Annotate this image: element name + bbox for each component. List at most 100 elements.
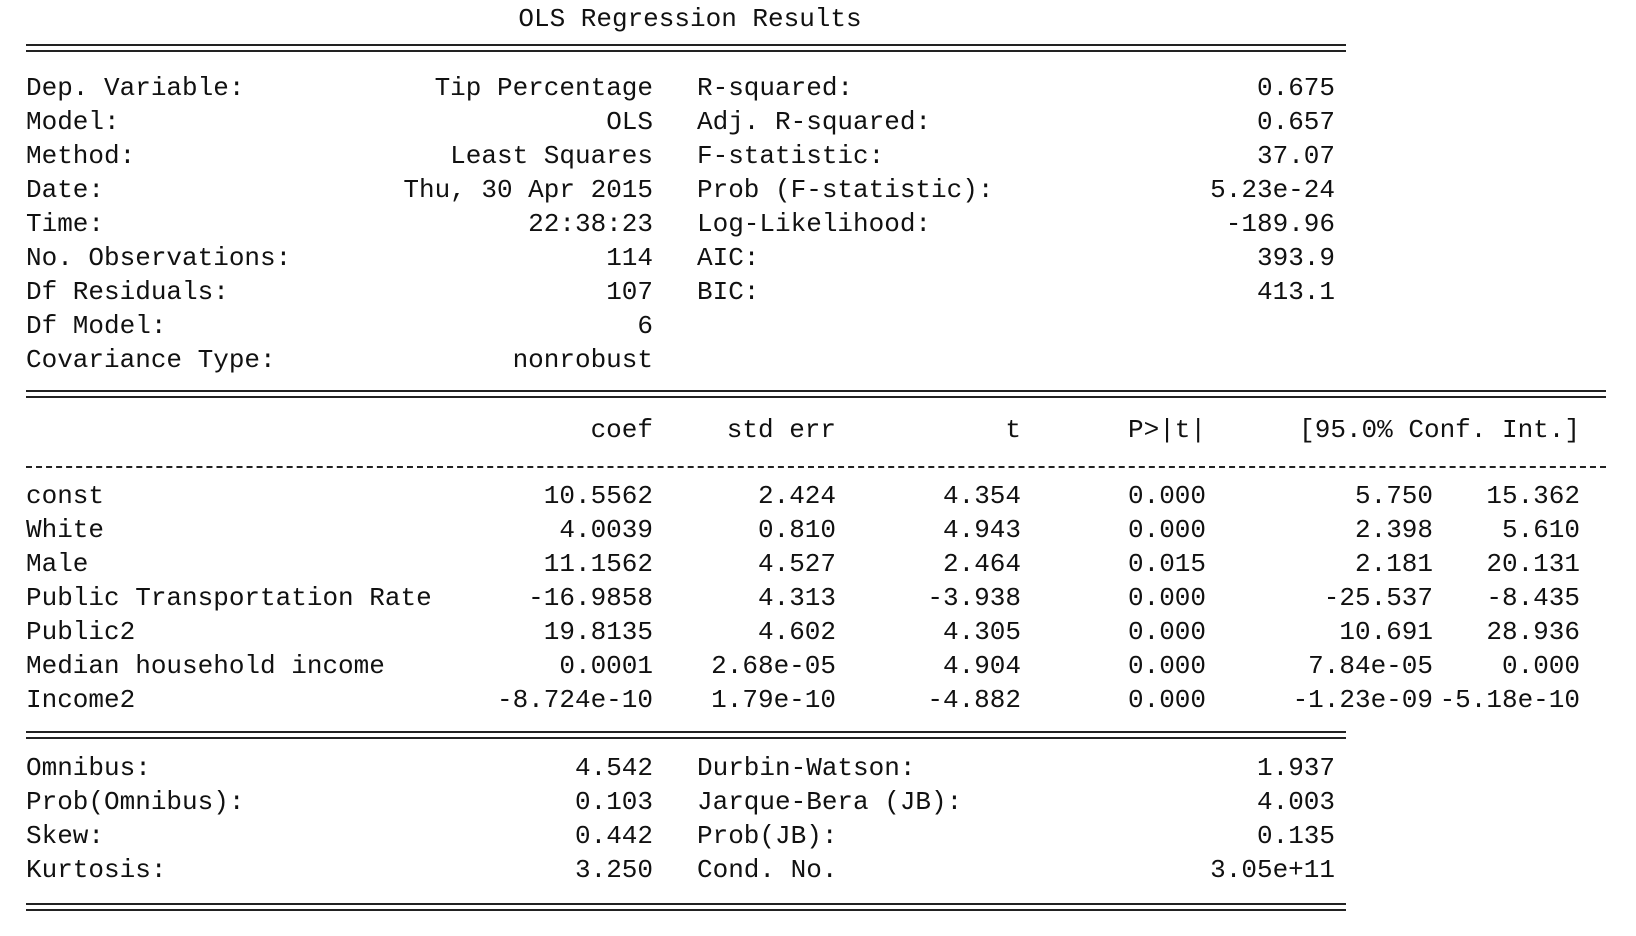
table-row: White 4.0039 0.810 4.943 0.000 2.398 5.610 [0, 514, 1636, 546]
double-rule-diagnostics-top [26, 731, 1346, 739]
diagnostic-label: Prob(JB): [697, 821, 838, 851]
diagnostic-label: Kurtosis: [26, 855, 167, 885]
variable-name: const [26, 481, 105, 511]
std-err-value: 4.527 [757, 549, 836, 579]
header-std-err: std err [726, 415, 836, 445]
p-value: 0.000 [1127, 481, 1206, 511]
t-value: 4.943 [942, 515, 1021, 545]
variable-name: Median household income [26, 651, 385, 681]
summary-label: Df Residuals: [26, 277, 229, 307]
conf-int-low: -1.23e-09 [1292, 685, 1433, 715]
table-row: const 10.5562 2.424 4.354 0.000 5.750 15.362 [0, 480, 1636, 512]
summary-row: Date: Thu, 30 Apr 2015 Prob (F-statistic):… [0, 174, 1636, 206]
stat-value: 0.675 [1256, 73, 1335, 103]
diagnostic-value: 4.003 [1256, 787, 1335, 817]
coef-value: 19.8135 [543, 617, 653, 647]
summary-row: Dep. Variable: Tip Percentage R-squared: 0.… [0, 72, 1636, 104]
coef-value: 4.0039 [559, 515, 653, 545]
conf-int-high: 0.000 [1501, 651, 1580, 681]
conf-int-low: 7.84e-05 [1308, 651, 1433, 681]
summary-label: Time: [26, 209, 105, 239]
diagnostic-value: 3.250 [574, 855, 653, 885]
diagnostic-value: 3.05e+11 [1210, 855, 1335, 885]
stat-label: R-squared: [697, 73, 854, 103]
diagnostic-value: 0.135 [1256, 821, 1335, 851]
summary-row: Model: OLS Adj. R-squared: 0.657 [0, 106, 1636, 138]
coef-value: 11.1562 [543, 549, 653, 579]
conf-int-high: 20.131 [1486, 549, 1580, 579]
double-rule-bottom [26, 903, 1346, 911]
stat-value: 393.9 [1256, 243, 1335, 273]
summary-row: Covariance Type: nonrobust [0, 344, 1636, 376]
stat-label: BIC: [697, 277, 760, 307]
header-conf-int: [95.0% Conf. Int.] [1299, 415, 1580, 445]
summary-row: Df Residuals: 107 BIC: 413.1 [0, 276, 1636, 308]
variable-name: Public2 [26, 617, 136, 647]
p-value: 0.000 [1127, 651, 1206, 681]
conf-int-low: 10.691 [1339, 617, 1433, 647]
diagnostic-row: Omnibus: 4.542 Durbin-Watson: 1.937 [0, 752, 1636, 784]
std-err-value: 2.424 [757, 481, 836, 511]
summary-row: Time: 22:38:23 Log-Likelihood: -189.96 [0, 208, 1636, 240]
conf-int-low: 2.181 [1354, 549, 1433, 579]
diagnostic-label: Jarque-Bera (JB): [697, 787, 963, 817]
variable-name: Public Transportation Rate [26, 583, 432, 613]
table-row: Income2 -8.724e-10 1.79e-10 -4.882 0.000 -1.2… [0, 684, 1636, 716]
double-rule-coef-top [26, 390, 1606, 398]
diagnostic-value: 0.442 [574, 821, 653, 851]
diagnostic-row: Prob(Omnibus): 0.103 Jarque-Bera (JB): 4.00… [0, 786, 1636, 818]
summary-value: 114 [606, 243, 653, 273]
table-row: Public Transportation Rate -16.9858 4.313 -… [0, 582, 1636, 614]
diagnostic-label: Omnibus: [26, 753, 151, 783]
coef-table-header: coef std err t P>|t| [95.0% Conf. Int.] [0, 414, 1636, 446]
std-err-value: 4.602 [757, 617, 836, 647]
summary-label: No. Observations: [26, 243, 292, 273]
dashed-rule-coef [26, 466, 1606, 468]
variable-name: Male [26, 549, 89, 579]
coef-value: -8.724e-10 [496, 685, 653, 715]
summary-value: Tip Percentage [434, 73, 653, 103]
coef-value: 10.5562 [543, 481, 653, 511]
variable-name: White [26, 515, 105, 545]
summary-value: 22:38:23 [528, 209, 653, 239]
conf-int-high: 15.362 [1486, 481, 1580, 511]
p-value: 0.015 [1127, 549, 1206, 579]
diagnostic-row: Kurtosis: 3.250 Cond. No. 3.05e+11 [0, 854, 1636, 886]
stat-value: 0.657 [1256, 107, 1335, 137]
summary-value: 6 [637, 311, 653, 341]
table-row: Public2 19.8135 4.602 4.305 0.000 10.691 28.93… [0, 616, 1636, 648]
std-err-value: 2.68e-05 [711, 651, 836, 681]
t-value: 4.354 [942, 481, 1021, 511]
t-value: 4.904 [942, 651, 1021, 681]
summary-label: Model: [26, 107, 120, 137]
p-value: 0.000 [1127, 685, 1206, 715]
conf-int-high: -5.18e-10 [1439, 685, 1580, 715]
conf-int-high: 5.610 [1501, 515, 1580, 545]
stat-value: -189.96 [1225, 209, 1335, 239]
summary-label: Method: [26, 141, 136, 171]
conf-int-high: 28.936 [1486, 617, 1580, 647]
diagnostic-row: Skew: 0.442 Prob(JB): 0.135 [0, 820, 1636, 852]
diagnostic-label: Prob(Omnibus): [26, 787, 245, 817]
summary-label: Df Model: [26, 311, 167, 341]
report-title: OLS Regression Results [518, 4, 862, 34]
conf-int-low: -25.537 [1323, 583, 1433, 613]
summary-label: Covariance Type: [26, 345, 276, 375]
conf-int-low: 5.750 [1354, 481, 1433, 511]
std-err-value: 1.79e-10 [711, 685, 836, 715]
std-err-value: 0.810 [757, 515, 836, 545]
diagnostic-label: Skew: [26, 821, 105, 851]
coef-value: 0.0001 [559, 651, 653, 681]
std-err-value: 4.313 [757, 583, 836, 613]
header-coef: coef [590, 415, 653, 445]
p-value: 0.000 [1127, 515, 1206, 545]
diagnostic-value: 1.937 [1256, 753, 1335, 783]
stat-label: Adj. R-squared: [697, 107, 932, 137]
double-rule-top [26, 44, 1346, 52]
summary-value: OLS [606, 107, 653, 137]
table-row: Median household income 0.0001 2.68e-05 4.9… [0, 650, 1636, 682]
stat-label: F-statistic: [697, 141, 885, 171]
stat-value: 37.07 [1256, 141, 1335, 171]
summary-value: 107 [606, 277, 653, 307]
header-p-value: P>|t| [1127, 415, 1206, 445]
